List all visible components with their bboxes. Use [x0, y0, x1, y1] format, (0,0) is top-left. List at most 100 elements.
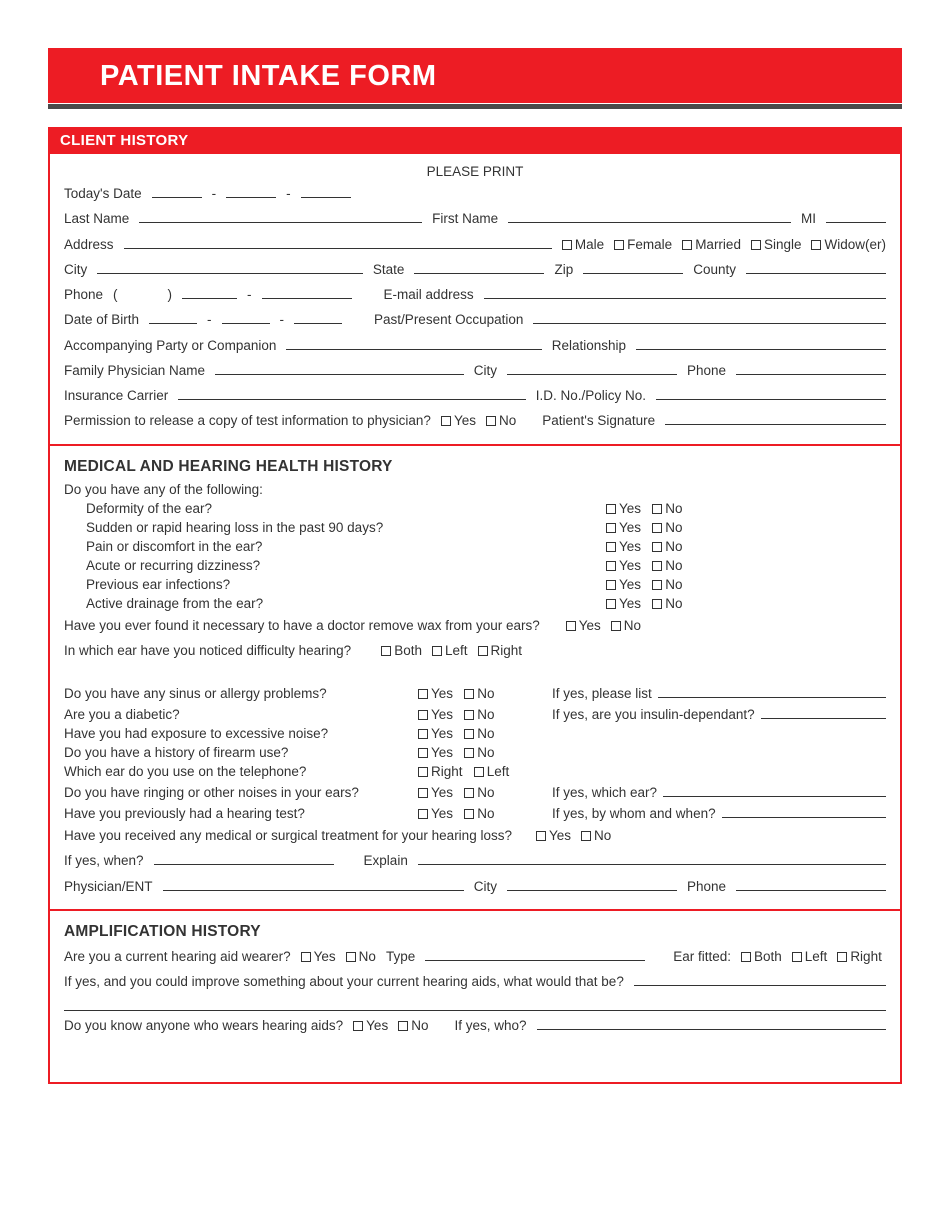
cb-treat-no[interactable]: [581, 831, 591, 841]
cb-med-0-no[interactable]: [652, 504, 662, 514]
cb-phone-left[interactable]: [474, 767, 484, 777]
input-ringing-ear[interactable]: [663, 783, 886, 797]
input-ent[interactable]: [163, 877, 464, 891]
cb-perm-no[interactable]: [486, 416, 496, 426]
label-signature: Patient's Signature: [542, 411, 655, 431]
cb-wax-yes[interactable]: [566, 621, 576, 631]
date-dd[interactable]: [226, 184, 276, 198]
title-underline: [48, 104, 902, 109]
cb-widower[interactable]: [811, 240, 821, 250]
input-mi[interactable]: [826, 209, 886, 223]
cb-ring-no[interactable]: [464, 788, 474, 798]
input-fp-phone[interactable]: [736, 361, 886, 375]
input-ent-city[interactable]: [507, 877, 677, 891]
label-mi: MI: [801, 209, 816, 229]
input-family-physician[interactable]: [215, 361, 464, 375]
input-state[interactable]: [414, 260, 544, 274]
input-first-name[interactable]: [508, 209, 791, 223]
cb-med-2-yes[interactable]: [606, 542, 616, 552]
cb-ear-both[interactable]: [381, 646, 391, 656]
cb-q2-0-yes[interactable]: [418, 689, 428, 699]
cb-med-3-yes[interactable]: [606, 561, 616, 571]
cb-male[interactable]: [562, 240, 572, 250]
cb-med-5-yes[interactable]: [606, 599, 616, 609]
cb-perm-yes[interactable]: [441, 416, 451, 426]
medical-item-q: Acute or recurring dizziness?: [86, 558, 606, 573]
input-policy[interactable]: [656, 386, 886, 400]
label-if-yes-when: If yes, when?: [64, 851, 144, 871]
q2-tail-input-1[interactable]: [761, 705, 886, 719]
input-improve-2[interactable]: [64, 997, 886, 1011]
cb-prev-no[interactable]: [464, 809, 474, 819]
medical-item-q: Deformity of the ear?: [86, 501, 606, 516]
cb-q2-1-no[interactable]: [464, 710, 474, 720]
cb-q2-0-no[interactable]: [464, 689, 474, 699]
cb-q2-2-no[interactable]: [464, 729, 474, 739]
q2-question: Do you have a history of firearm use?: [64, 745, 404, 760]
cb-know-yes[interactable]: [353, 1021, 363, 1031]
cb-fit-right[interactable]: [837, 952, 847, 962]
cb-med-2-no[interactable]: [652, 542, 662, 552]
input-ent-phone[interactable]: [736, 877, 886, 891]
input-when[interactable]: [154, 851, 334, 865]
input-email[interactable]: [484, 285, 886, 299]
cb-ring-yes[interactable]: [418, 788, 428, 798]
input-who[interactable]: [537, 1016, 886, 1030]
input-phone-2[interactable]: [262, 285, 352, 299]
cb-ear-right[interactable]: [478, 646, 488, 656]
q2-tail-input-0[interactable]: [658, 684, 886, 698]
date-yy[interactable]: [301, 184, 351, 198]
cb-fit-left[interactable]: [792, 952, 802, 962]
dob-2[interactable]: [222, 310, 270, 324]
input-type[interactable]: [425, 947, 645, 961]
input-county[interactable]: [746, 260, 886, 274]
cb-med-0-yes[interactable]: [606, 504, 616, 514]
cb-fit-both[interactable]: [741, 952, 751, 962]
date-mm[interactable]: [152, 184, 202, 198]
cb-married[interactable]: [682, 240, 692, 250]
input-insurance[interactable]: [178, 386, 525, 400]
input-phone-1[interactable]: [182, 285, 237, 299]
input-occupation[interactable]: [533, 310, 886, 324]
dob-1[interactable]: [149, 310, 197, 324]
cb-single[interactable]: [751, 240, 761, 250]
cb-q2-1-yes[interactable]: [418, 710, 428, 720]
label-female: Female: [627, 237, 672, 252]
input-improve[interactable]: [634, 972, 886, 986]
cb-med-4-no[interactable]: [652, 580, 662, 590]
cb-ear-left[interactable]: [432, 646, 442, 656]
cb-med-5-no[interactable]: [652, 599, 662, 609]
cb-female[interactable]: [614, 240, 624, 250]
input-last-name[interactable]: [139, 209, 422, 223]
cb-q2-3-yes[interactable]: [418, 748, 428, 758]
cb-wearer-no[interactable]: [346, 952, 356, 962]
cb-wax-no[interactable]: [611, 621, 621, 631]
cb-q2-3-no[interactable]: [464, 748, 474, 758]
label-perm-no: No: [499, 413, 516, 428]
medical-q2-row: Do you have a history of firearm use?Yes…: [64, 745, 886, 760]
input-signature[interactable]: [665, 411, 886, 425]
label-address: Address: [64, 235, 114, 255]
dob-3[interactable]: [294, 310, 342, 324]
input-companion[interactable]: [286, 336, 541, 350]
cb-wearer-yes[interactable]: [301, 952, 311, 962]
medical-item-row: Sudden or rapid hearing loss in the past…: [64, 520, 886, 535]
cb-med-1-no[interactable]: [652, 523, 662, 533]
input-explain[interactable]: [418, 851, 886, 865]
cb-med-1-yes[interactable]: [606, 523, 616, 533]
divider-1: [50, 444, 900, 446]
cb-treat-yes[interactable]: [536, 831, 546, 841]
input-address[interactable]: [124, 235, 552, 249]
cb-med-3-no[interactable]: [652, 561, 662, 571]
input-fp-city[interactable]: [507, 361, 677, 375]
label-dob: Date of Birth: [64, 310, 139, 330]
cb-prev-yes[interactable]: [418, 809, 428, 819]
cb-know-no[interactable]: [398, 1021, 408, 1031]
cb-med-4-yes[interactable]: [606, 580, 616, 590]
input-relationship[interactable]: [636, 336, 886, 350]
cb-q2-2-yes[interactable]: [418, 729, 428, 739]
input-zip[interactable]: [583, 260, 683, 274]
input-city[interactable]: [97, 260, 363, 274]
input-prev-test[interactable]: [722, 804, 886, 818]
cb-phone-right[interactable]: [418, 767, 428, 777]
